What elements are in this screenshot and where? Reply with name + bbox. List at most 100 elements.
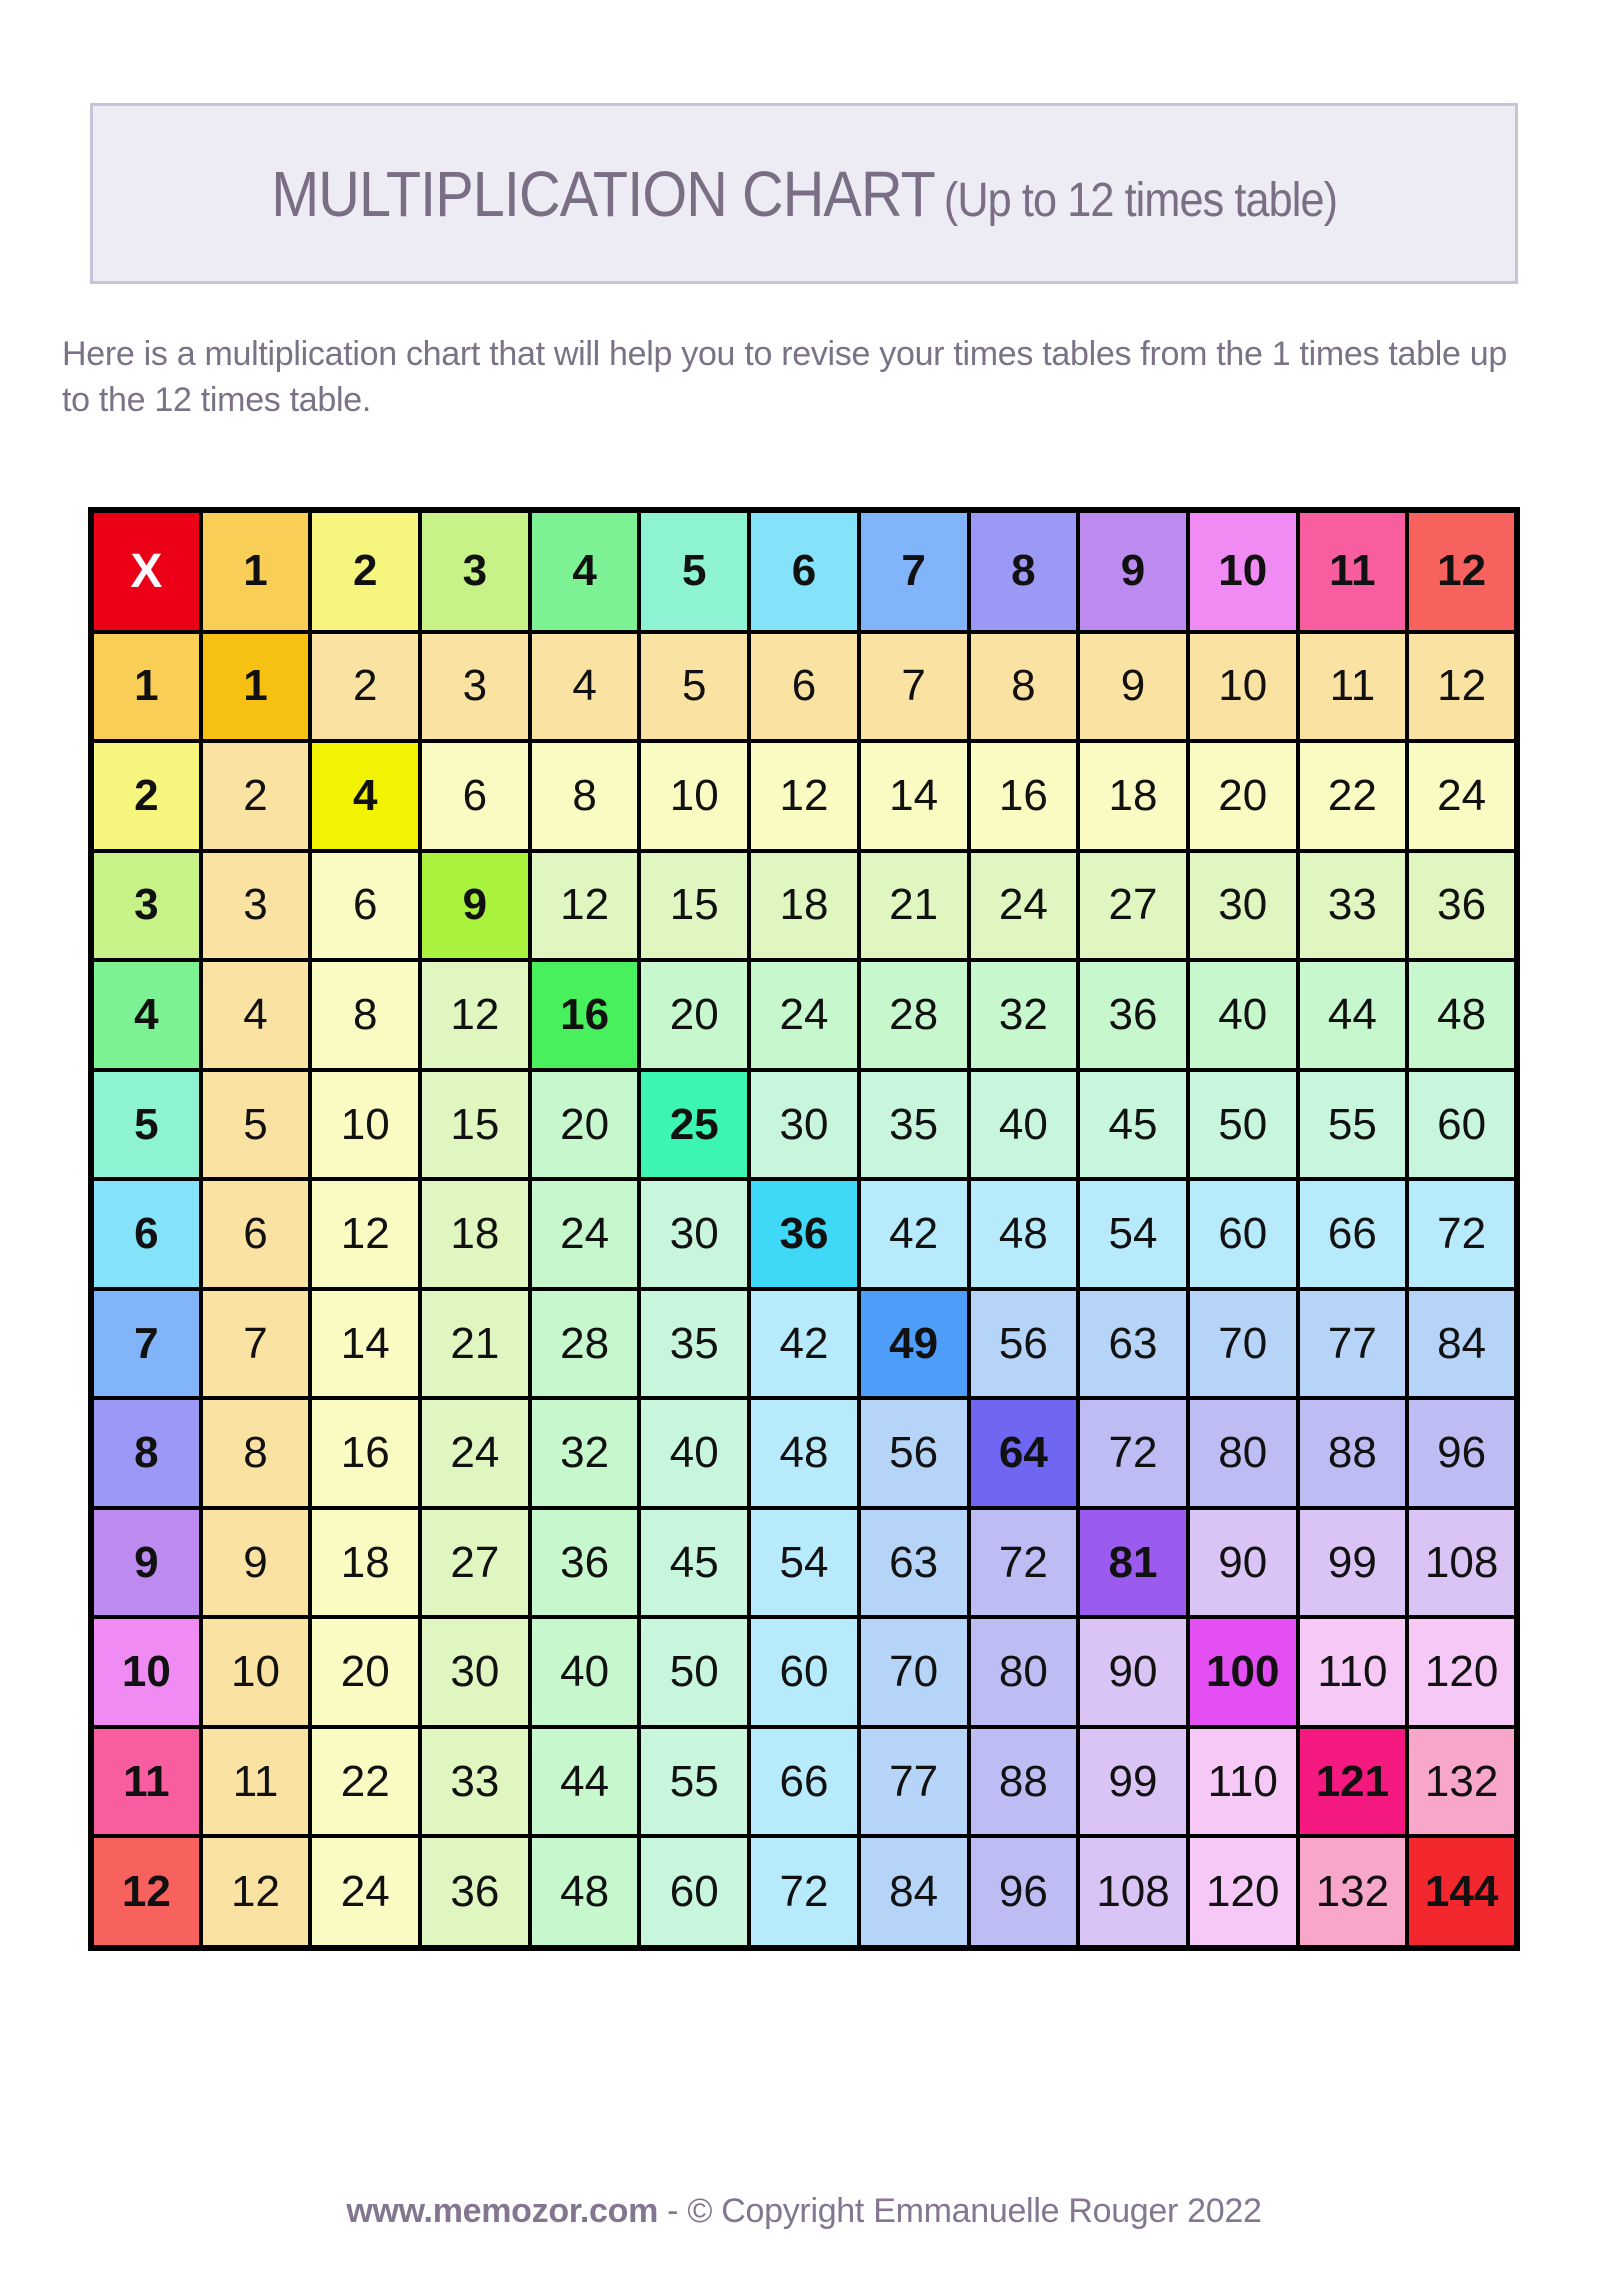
- cell-1x6: 6: [747, 629, 861, 744]
- multiplication-table: X 1 2 3 4 5 6 7 8 9 10 11 12 1 1 2 3 4 5 6 7 8 9 10 11 12 2 2 4 6 8 10 1…: [88, 507, 1520, 1951]
- cell-11x9: 99: [1076, 1724, 1190, 1839]
- cell-12x5: 60: [637, 1834, 752, 1950]
- cell-5x5: 25: [637, 1067, 752, 1182]
- cell-2x8: 16: [966, 739, 1081, 853]
- cell-8x8: 64: [966, 1396, 1081, 1510]
- cell-8x12: 96: [1405, 1396, 1519, 1510]
- cell-1x5: 5: [637, 629, 752, 744]
- cell-5x1: 5: [198, 1067, 313, 1182]
- cell-3x11: 33: [1295, 848, 1410, 963]
- col-header-1: 1: [198, 508, 313, 634]
- cell-10x5: 50: [637, 1615, 752, 1729]
- cell-10x9: 90: [1076, 1615, 1190, 1729]
- cell-3x12: 36: [1405, 848, 1519, 963]
- cell-1x11: 11: [1295, 629, 1410, 744]
- cell-2x9: 18: [1076, 739, 1190, 853]
- cell-6x12: 72: [1405, 1177, 1519, 1291]
- cell-4x7: 28: [856, 958, 971, 1072]
- cell-9x5: 45: [637, 1505, 752, 1620]
- cell-1x1: 1: [198, 629, 313, 744]
- row-header-5: 5: [89, 1067, 203, 1182]
- cell-11x11: 121: [1295, 1724, 1410, 1839]
- cell-9x7: 63: [856, 1505, 971, 1620]
- cell-7x5: 35: [637, 1286, 752, 1401]
- cell-3x4: 12: [527, 848, 642, 963]
- cell-8x10: 80: [1185, 1396, 1300, 1510]
- cell-3x10: 30: [1185, 848, 1300, 963]
- cell-4x4: 16: [527, 958, 642, 1072]
- cell-10x3: 30: [418, 1615, 532, 1729]
- cell-11x10: 110: [1185, 1724, 1300, 1839]
- cell-9x11: 99: [1295, 1505, 1410, 1620]
- cell-6x10: 60: [1185, 1177, 1300, 1291]
- cell-11x3: 33: [418, 1724, 532, 1839]
- cell-8x9: 72: [1076, 1396, 1190, 1510]
- cell-7x7: 49: [856, 1286, 971, 1401]
- cell-6x9: 54: [1076, 1177, 1190, 1291]
- cell-2x10: 20: [1185, 739, 1300, 853]
- cell-4x2: 8: [308, 958, 423, 1072]
- cell-12x3: 36: [418, 1834, 532, 1950]
- cell-12x8: 96: [966, 1834, 1081, 1950]
- row-header-2: 2: [89, 739, 203, 853]
- cell-3x9: 27: [1076, 848, 1190, 963]
- col-header-7: 7: [856, 508, 971, 634]
- cell-11x7: 77: [856, 1724, 971, 1839]
- cell-6x3: 18: [418, 1177, 532, 1291]
- cell-5x12: 60: [1405, 1067, 1519, 1182]
- cell-10x10: 100: [1185, 1615, 1300, 1729]
- cell-3x5: 15: [637, 848, 752, 963]
- cell-5x4: 20: [527, 1067, 642, 1182]
- cell-5x9: 45: [1076, 1067, 1190, 1182]
- cell-12x1: 12: [198, 1834, 313, 1950]
- cell-5x3: 15: [418, 1067, 532, 1182]
- cell-1x10: 10: [1185, 629, 1300, 744]
- cell-6x1: 6: [198, 1177, 313, 1291]
- cell-10x7: 70: [856, 1615, 971, 1729]
- cell-11x1: 11: [198, 1724, 313, 1839]
- cell-6x7: 42: [856, 1177, 971, 1291]
- row-header-9: 9: [89, 1505, 203, 1620]
- cell-2x5: 10: [637, 739, 752, 853]
- cell-2x11: 22: [1295, 739, 1410, 853]
- col-header-5: 5: [637, 508, 752, 634]
- cell-6x6: 36: [747, 1177, 861, 1291]
- cell-2x2: 4: [308, 739, 423, 853]
- row-header-7: 7: [89, 1286, 203, 1401]
- cell-12x7: 84: [856, 1834, 971, 1950]
- cell-2x7: 14: [856, 739, 971, 853]
- row-header-4: 4: [89, 958, 203, 1072]
- col-header-8: 8: [966, 508, 1081, 634]
- cell-4x3: 12: [418, 958, 532, 1072]
- col-header-6: 6: [747, 508, 861, 634]
- cell-9x4: 36: [527, 1505, 642, 1620]
- cell-7x8: 56: [966, 1286, 1081, 1401]
- title-box: MULTIPLICATION CHART (Up to 12 times tabl…: [90, 103, 1518, 284]
- cell-3x8: 24: [966, 848, 1081, 963]
- cell-6x5: 30: [637, 1177, 752, 1291]
- cell-6x11: 66: [1295, 1177, 1410, 1291]
- cell-12x10: 120: [1185, 1834, 1300, 1950]
- cell-11x2: 22: [308, 1724, 423, 1839]
- cell-3x3: 9: [418, 848, 532, 963]
- cell-4x9: 36: [1076, 958, 1190, 1072]
- cell-3x2: 6: [308, 848, 423, 963]
- row-header-11: 11: [89, 1724, 203, 1839]
- cell-11x5: 55: [637, 1724, 752, 1839]
- title-main: MULTIPLICATION CHART: [271, 157, 936, 230]
- cell-12x12: 144: [1405, 1834, 1519, 1950]
- col-header-12: 12: [1405, 508, 1519, 634]
- row-header-6: 6: [89, 1177, 203, 1291]
- cell-5x8: 40: [966, 1067, 1081, 1182]
- col-header-9: 9: [1076, 508, 1190, 634]
- cell-9x3: 27: [418, 1505, 532, 1620]
- cell-7x1: 7: [198, 1286, 313, 1401]
- cell-4x12: 48: [1405, 958, 1519, 1072]
- cell-7x12: 84: [1405, 1286, 1519, 1401]
- footer: www.memozor.com - © Copyright Emmanuelle…: [0, 2192, 1608, 2231]
- cell-8x7: 56: [856, 1396, 971, 1510]
- cell-4x6: 24: [747, 958, 861, 1072]
- cell-1x2: 2: [308, 629, 423, 744]
- cell-8x5: 40: [637, 1396, 752, 1510]
- cell-2x3: 6: [418, 739, 532, 853]
